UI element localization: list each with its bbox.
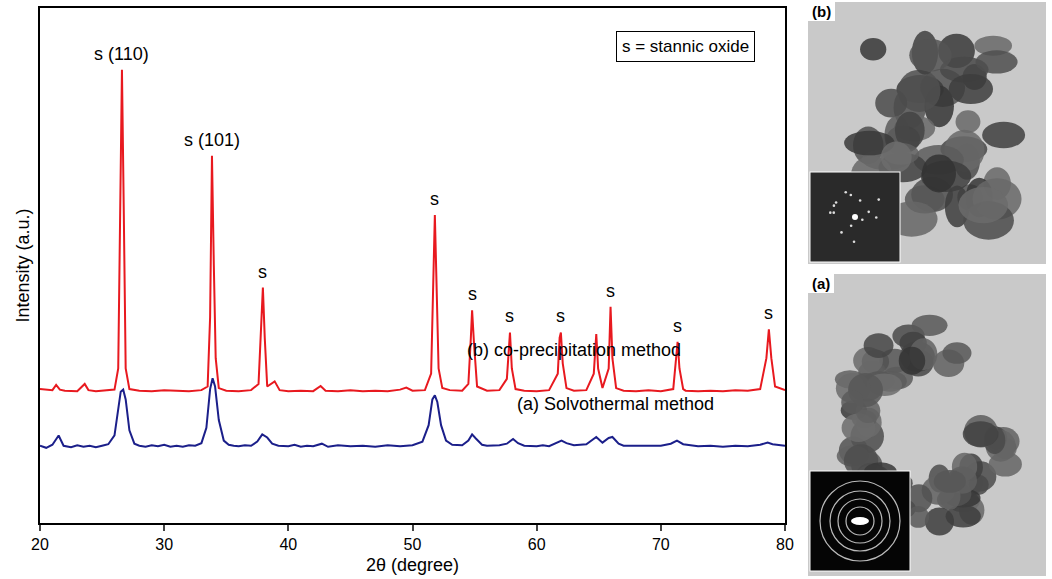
svg-text:s: s [468, 284, 477, 304]
svg-text:70: 70 [652, 536, 670, 553]
svg-text:80: 80 [776, 536, 794, 553]
svg-text:(a) Solvothermal method: (a) Solvothermal method [517, 394, 714, 414]
svg-text:(b) co-precipitation method: (b) co-precipitation method [467, 340, 681, 360]
svg-text:s (101): s (101) [184, 130, 240, 150]
svg-text:20: 20 [31, 536, 49, 553]
svg-text:s: s [556, 306, 565, 326]
html-text:(a): (a) [812, 275, 831, 292]
svg-text:50: 50 [404, 536, 422, 553]
svg-text:s = stannic oxide: s = stannic oxide [622, 37, 749, 56]
html-text:(b): (b) [812, 3, 832, 20]
svg-text:s (110): s (110) [94, 44, 149, 64]
svg-text:60: 60 [528, 536, 546, 553]
svg-text:s: s [673, 316, 682, 336]
svg-text:s: s [258, 262, 267, 282]
svg-text:2θ (degree): 2θ (degree) [366, 555, 459, 575]
svg-text:30: 30 [155, 536, 173, 553]
svg-text:40: 40 [279, 536, 297, 553]
svg-text:s: s [606, 281, 615, 301]
svg-text:s: s [764, 303, 773, 323]
svg-text:s: s [430, 189, 439, 209]
svg-text:s: s [505, 306, 514, 326]
svg-text:Intensity (a.u.): Intensity (a.u.) [13, 208, 33, 322]
